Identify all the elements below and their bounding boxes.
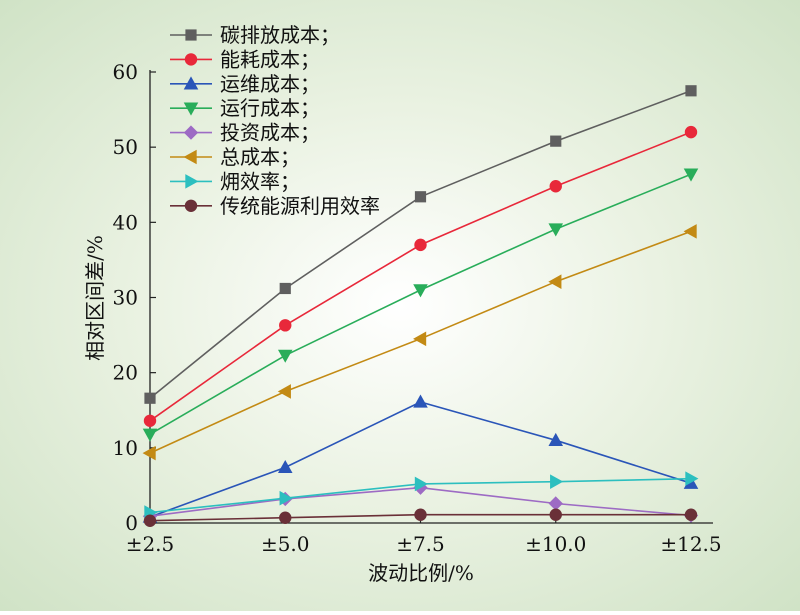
legend-marker [184,53,198,66]
data-point [279,511,292,524]
x-tick-label: ±2.5 [126,532,175,556]
y-axis-title: 相对区间差/% [83,235,107,361]
axes: 0 10 20 30 40 50 60 ±2.5 ±5.0 ±7.5 ±10.0 ±12.5 [113,60,722,556]
data-point [414,191,427,203]
data-point [685,471,699,486]
data-point [684,125,698,139]
data-point [277,459,293,474]
data-point [277,384,291,399]
legend: 碳排放成本；能耗成本；运维成本；运行成本；投资成本；总成本；㶲效率；传统能源利用… [170,23,380,218]
y-tick-label: 60 [113,60,138,84]
legend-label: 运维成本； [220,72,320,96]
data-point [685,85,697,97]
data-point [279,490,293,506]
legend-label: 传统能源利用效率 [220,194,380,218]
data-point [550,135,562,147]
legend-item: 运行成本； [170,96,320,120]
y-tick-label: 40 [113,210,138,234]
data-point [414,476,428,492]
data-point [413,394,428,408]
data-point [550,474,564,489]
legend-label: 碳排放成本； [220,23,340,47]
data-point [279,319,292,332]
data-point [279,282,291,295]
data-point [549,508,562,521]
data-point [549,180,562,193]
legend-marker [183,76,199,90]
y-tick-label: 10 [113,436,138,460]
legend-item: 能耗成本； [170,47,320,71]
legend-item: 投资成本； [170,121,320,145]
data-point [684,508,698,521]
data-point [143,514,157,527]
legend-marker [183,149,197,165]
legend-item: 总成本； [170,145,300,169]
series-7 [144,471,699,520]
data-point [414,508,427,521]
series-1 [144,85,697,404]
legend-label: 能耗成本； [220,47,320,71]
series-4 [142,168,699,442]
x-tick-label: ±12.5 [660,532,721,556]
series-2 [143,125,698,427]
data-point [414,238,427,252]
x-tick-label: ±5.0 [261,532,310,556]
legend-marker [183,125,199,140]
legend-label: 投资成本； [220,121,320,145]
data-point [413,331,427,347]
data-point [142,445,156,461]
data-point [144,392,156,404]
y-tick-label: 30 [113,286,138,310]
y-tick-label: 0 [125,511,138,535]
data-point [277,349,293,363]
legend-marker [184,199,198,213]
data-point [413,284,428,298]
series-6 [142,224,697,461]
data-point [548,432,564,446]
data-point [683,224,697,239]
legend-label: 运行成本； [220,96,320,120]
legend-marker [183,102,199,116]
legend-item: 碳排放成本； [170,23,340,47]
legend-marker [185,174,199,189]
x-tick-label: ±7.5 [396,532,445,556]
y-tick-label: 50 [113,135,138,159]
series-8 [143,508,698,527]
legend-label: 㶲效率； [220,169,300,193]
series-layer [142,85,699,527]
data-point [548,223,564,237]
y-tick-label: 20 [113,361,138,385]
data-point [142,428,158,442]
legend-item: 运维成本； [170,72,320,96]
legend-marker [185,29,197,41]
data-point [143,414,157,427]
data-point [683,168,699,182]
x-tick-label: ±10.0 [525,532,586,556]
data-point [548,274,562,289]
x-axis-title: 波动比例/% [368,561,474,585]
legend-item: 传统能源利用效率 [170,194,380,218]
legend-label: 总成本； [220,145,300,169]
legend-item: 㶲效率； [170,169,300,193]
